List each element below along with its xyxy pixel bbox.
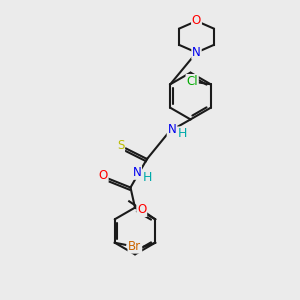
Text: Cl: Cl xyxy=(186,75,198,88)
Text: H: H xyxy=(142,171,152,184)
Text: N: N xyxy=(192,46,201,59)
Text: H: H xyxy=(177,127,187,140)
Text: O: O xyxy=(192,14,201,28)
Text: N: N xyxy=(132,166,141,179)
Text: N: N xyxy=(167,123,176,136)
Text: S: S xyxy=(117,139,124,152)
Text: O: O xyxy=(137,203,146,216)
Text: O: O xyxy=(99,169,108,182)
Text: Br: Br xyxy=(128,240,141,253)
